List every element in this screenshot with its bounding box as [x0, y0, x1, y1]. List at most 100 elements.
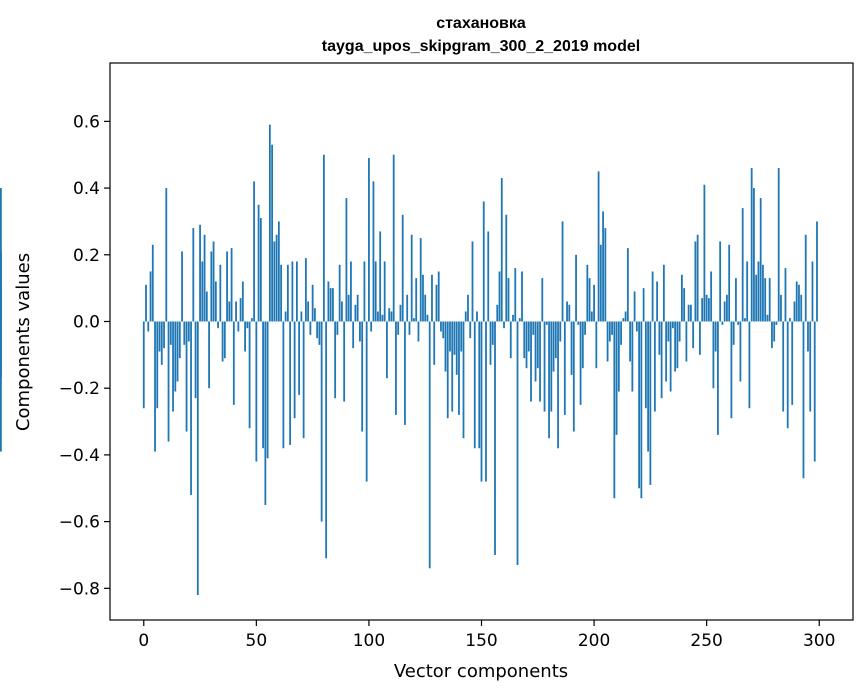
bar [334, 321, 337, 399]
bar [545, 321, 548, 325]
bar [525, 321, 528, 369]
bar [257, 204, 260, 322]
bar [415, 278, 418, 322]
bar [554, 321, 557, 359]
bar [341, 301, 343, 322]
bar [649, 321, 652, 485]
bar [196, 321, 199, 595]
bar [568, 304, 571, 322]
bar [266, 321, 269, 459]
bar [762, 264, 764, 322]
bar [262, 321, 264, 449]
bar [703, 184, 706, 322]
bar [374, 261, 377, 322]
bar [214, 281, 217, 322]
bar [0, 251, 2, 322]
bar [372, 181, 375, 322]
bar [370, 321, 373, 332]
bar [322, 154, 325, 322]
bar [476, 311, 478, 322]
bar [174, 321, 177, 392]
bar [194, 321, 197, 399]
bar [282, 321, 285, 449]
bar [347, 294, 350, 322]
x-tick-label: 250 [690, 631, 722, 651]
bar [678, 321, 681, 342]
bar [523, 321, 526, 359]
bar [500, 178, 503, 322]
bar [172, 321, 174, 412]
bar [566, 301, 568, 322]
bar [665, 321, 668, 382]
bar [235, 301, 237, 322]
bar [620, 321, 622, 345]
bar [291, 261, 294, 322]
bar [613, 321, 616, 499]
bar [674, 321, 677, 372]
bar [737, 321, 740, 325]
bar [223, 321, 226, 359]
bar [586, 264, 589, 322]
bar [386, 321, 388, 379]
bar [721, 321, 724, 325]
bar [699, 321, 701, 355]
bar [453, 321, 456, 355]
y-tick-label: 0.4 [73, 179, 100, 199]
bar [705, 294, 708, 322]
bar [241, 281, 244, 322]
bar [271, 144, 274, 322]
bar [696, 234, 699, 322]
bar [273, 241, 276, 322]
bar [534, 321, 537, 382]
bar [431, 274, 433, 322]
bar [723, 301, 726, 322]
bar [286, 264, 289, 322]
bar [744, 318, 746, 322]
bar [667, 321, 670, 342]
bar [332, 288, 334, 322]
bar [442, 321, 445, 339]
bar [221, 321, 224, 362]
bar [226, 251, 228, 322]
y-tick-label: −0.2 [59, 379, 100, 399]
bar [352, 321, 355, 349]
bar [514, 268, 517, 322]
bar [683, 288, 686, 322]
bar [777, 168, 780, 322]
bar [800, 294, 803, 322]
bar [163, 321, 165, 349]
bar [451, 321, 454, 412]
bar [768, 278, 771, 322]
bar [701, 298, 704, 322]
bar [496, 304, 499, 322]
bar [503, 321, 505, 329]
bar [338, 264, 341, 322]
bar [507, 278, 510, 322]
x-tick-label: 150 [465, 631, 497, 651]
bar [741, 208, 744, 322]
bar [440, 321, 442, 332]
bar [354, 304, 357, 322]
bars-group [0, 124, 818, 595]
bar [343, 321, 346, 402]
bar [329, 288, 332, 322]
bar [611, 321, 613, 335]
bar [178, 321, 181, 359]
bar [284, 311, 287, 322]
bar [160, 321, 163, 365]
bar [773, 321, 776, 342]
bar [764, 278, 767, 322]
bar [782, 321, 785, 412]
bar [516, 321, 519, 565]
bar [359, 321, 361, 342]
bar [766, 314, 769, 322]
bar [735, 278, 737, 322]
bar [426, 314, 429, 322]
bar [473, 321, 476, 449]
bar [798, 284, 800, 322]
bar [469, 321, 472, 339]
y-tick-label: 0.6 [73, 112, 100, 132]
bar [212, 241, 215, 322]
bar [626, 248, 629, 322]
bar [671, 321, 674, 329]
